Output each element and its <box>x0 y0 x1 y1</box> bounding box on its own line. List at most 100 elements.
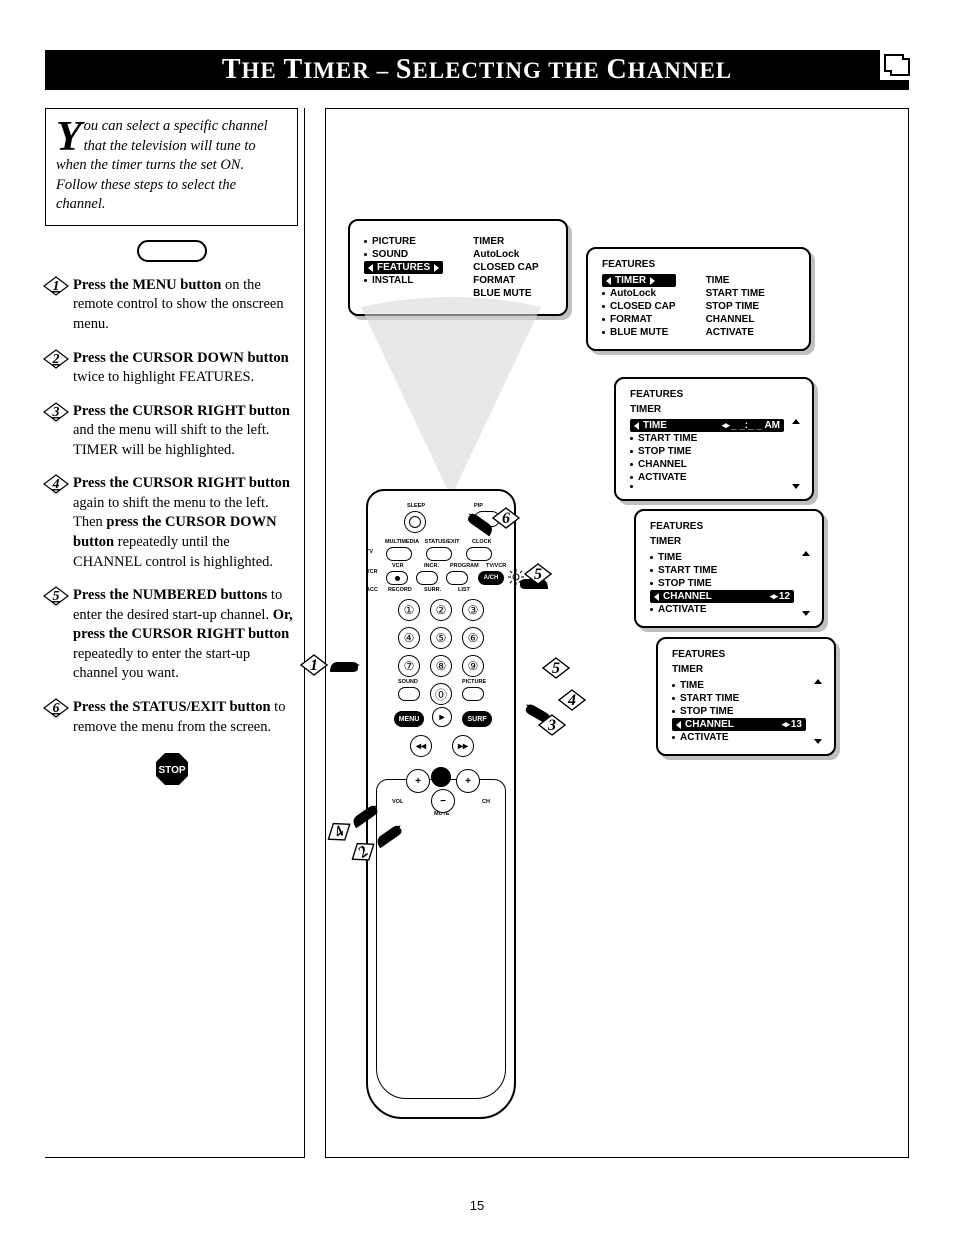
step-badge-1: 1 <box>43 276 69 296</box>
updown-icon <box>802 551 810 616</box>
intro-text: ou can select a specific channel that th… <box>56 118 268 212</box>
pointing-hand-icon <box>328 652 362 678</box>
svg-text:1: 1 <box>53 279 60 294</box>
pill-icon <box>137 240 207 262</box>
sleep-button[interactable] <box>404 511 426 533</box>
num-2-button[interactable]: ② <box>430 599 452 621</box>
step-6: 6 Press the STATUS/EXIT button to remove… <box>45 698 298 737</box>
updown-icon <box>814 679 822 744</box>
osd3-highlight: TIME_ _:_ _ AM <box>630 419 784 432</box>
vol-label: VOL <box>392 799 403 805</box>
vol-up-button[interactable]: + <box>406 769 430 793</box>
forward-button[interactable]: ▸▸ <box>452 735 474 757</box>
step5-bold1: Press the NUMBERED buttons <box>73 587 267 603</box>
callout-5a: 5 <box>542 657 570 684</box>
sound-button[interactable] <box>398 687 420 701</box>
illustration-panel: PICTURE SOUND FEATURES INSTALL TIMER Aut… <box>325 108 909 1158</box>
tvvcr-label: TV/VCR <box>486 563 506 569</box>
intro-dropcap: Y <box>56 117 84 155</box>
osd2-right-col: TIME START TIME STOP TIME CHANNEL ACTIVA… <box>706 274 765 339</box>
osd1-highlight: FEATURES <box>364 261 443 274</box>
ch-up-button[interactable]: + <box>456 769 480 793</box>
step2-bold: Press the CURSOR DOWN button <box>73 350 289 366</box>
surf-button[interactable]: SURF <box>462 711 492 727</box>
corner-icon <box>880 50 914 80</box>
num-6-button[interactable]: ⑥ <box>462 627 484 649</box>
svg-text:1: 1 <box>310 657 318 674</box>
svg-text:4: 4 <box>567 692 576 709</box>
list-label: LIST <box>458 587 470 593</box>
instructions-column: Y ou can select a specific channel that … <box>45 108 305 1158</box>
num-9-button[interactable]: ⑨ <box>462 655 484 677</box>
tv-label: TV <box>366 549 373 555</box>
ch-label: CH <box>482 799 490 805</box>
num-5-button[interactable]: ⑤ <box>430 627 452 649</box>
step-badge-3: 3 <box>43 402 69 422</box>
osd4-title2: TIMER <box>650 536 810 547</box>
page-body: Y ou can select a specific channel that … <box>45 108 909 1158</box>
updown-icon <box>792 419 800 489</box>
multimedia-button[interactable] <box>386 547 412 561</box>
osd-menu-3: FEATURES TIMER TIME_ _:_ _ AM START TIME… <box>614 377 814 501</box>
ach-button[interactable]: A/CH <box>478 571 504 585</box>
osd5-title2: TIMER <box>672 664 822 675</box>
svg-text:6: 6 <box>53 701 60 716</box>
num-8-button[interactable]: ⑧ <box>430 655 452 677</box>
mute-button[interactable]: − <box>431 789 455 813</box>
svg-text:6: 6 <box>502 510 510 527</box>
vcr-button[interactable] <box>386 571 408 585</box>
num-4-button[interactable]: ④ <box>398 627 420 649</box>
svg-text:3: 3 <box>52 405 60 420</box>
stop-button[interactable] <box>431 767 451 787</box>
acc-label: ACC <box>366 587 378 593</box>
vcr-label: VCR <box>366 569 378 575</box>
incr-label: INCR. <box>424 563 439 569</box>
program-button[interactable] <box>446 571 468 585</box>
status-label: STATUS/EXIT <box>424 539 460 545</box>
intro-box: Y ou can select a specific channel that … <box>45 108 298 226</box>
rewind-button[interactable]: ◂◂ <box>410 735 432 757</box>
osd5-highlight: CHANNEL13 <box>672 718 806 731</box>
num-7-button[interactable]: ⑦ <box>398 655 420 677</box>
svg-text:5: 5 <box>552 660 560 677</box>
step1-bold: Press the MENU button <box>73 277 221 293</box>
sleep-label: SLEEP <box>396 503 436 509</box>
step-4: 4 Press the CURSOR RIGHT button again to… <box>45 474 298 572</box>
osd3-title1: FEATURES <box>630 389 800 400</box>
menu-button[interactable]: MENU <box>394 711 424 727</box>
callout-3-num: 3 <box>538 714 566 741</box>
osd-menu-5: FEATURES TIMER TIME START TIME STOP TIME… <box>656 637 836 756</box>
multimedia-label: MULTIMEDIA <box>384 539 420 545</box>
step3-bold: Press the CURSOR RIGHT button <box>73 403 290 419</box>
light-cone-icon <box>361 297 541 497</box>
osd2-highlight: TIMER <box>602 274 676 287</box>
callout-6: 6 <box>492 507 520 534</box>
step5-rest2: repeatedly to enter the start-up channel… <box>73 646 250 682</box>
svg-text:4: 4 <box>52 477 60 492</box>
picture-label: PICTURE <box>462 679 486 685</box>
surr-label: SURR. <box>424 587 441 593</box>
osd5-title1: FEATURES <box>672 649 822 660</box>
incr-button[interactable] <box>416 571 438 585</box>
clock-button[interactable] <box>466 547 492 561</box>
num-3-button[interactable]: ③ <box>462 599 484 621</box>
step4-bold1: Press the CURSOR RIGHT button <box>73 475 290 491</box>
callout-5b: 5 <box>524 563 552 590</box>
num-1-button[interactable]: ① <box>398 599 420 621</box>
record-label: RECORD <box>388 587 412 593</box>
num-0-button[interactable]: ⓪ <box>430 683 452 705</box>
osd2-title: FEATURES <box>602 259 797 270</box>
osd1-right-col: TIMER AutoLock CLOSED CAP FORMAT BLUE MU… <box>473 235 539 300</box>
picture-button[interactable] <box>462 687 484 701</box>
svg-text:3: 3 <box>547 717 556 734</box>
osd3-title2: TIMER <box>630 404 800 415</box>
play-button[interactable]: ▸ <box>432 707 452 727</box>
sound-label: SOUND <box>398 679 418 685</box>
status-button[interactable] <box>426 547 452 561</box>
step-badge-2: 2 <box>43 349 69 369</box>
step-3: 3 Press the CURSOR RIGHT button and the … <box>45 402 298 461</box>
program-label: PROGRAM <box>450 563 479 569</box>
step-5: 5 Press the NUMBERED buttons to enter th… <box>45 586 298 684</box>
page-number: 15 <box>0 1198 954 1213</box>
step6-bold: Press the STATUS/EXIT button <box>73 699 271 715</box>
